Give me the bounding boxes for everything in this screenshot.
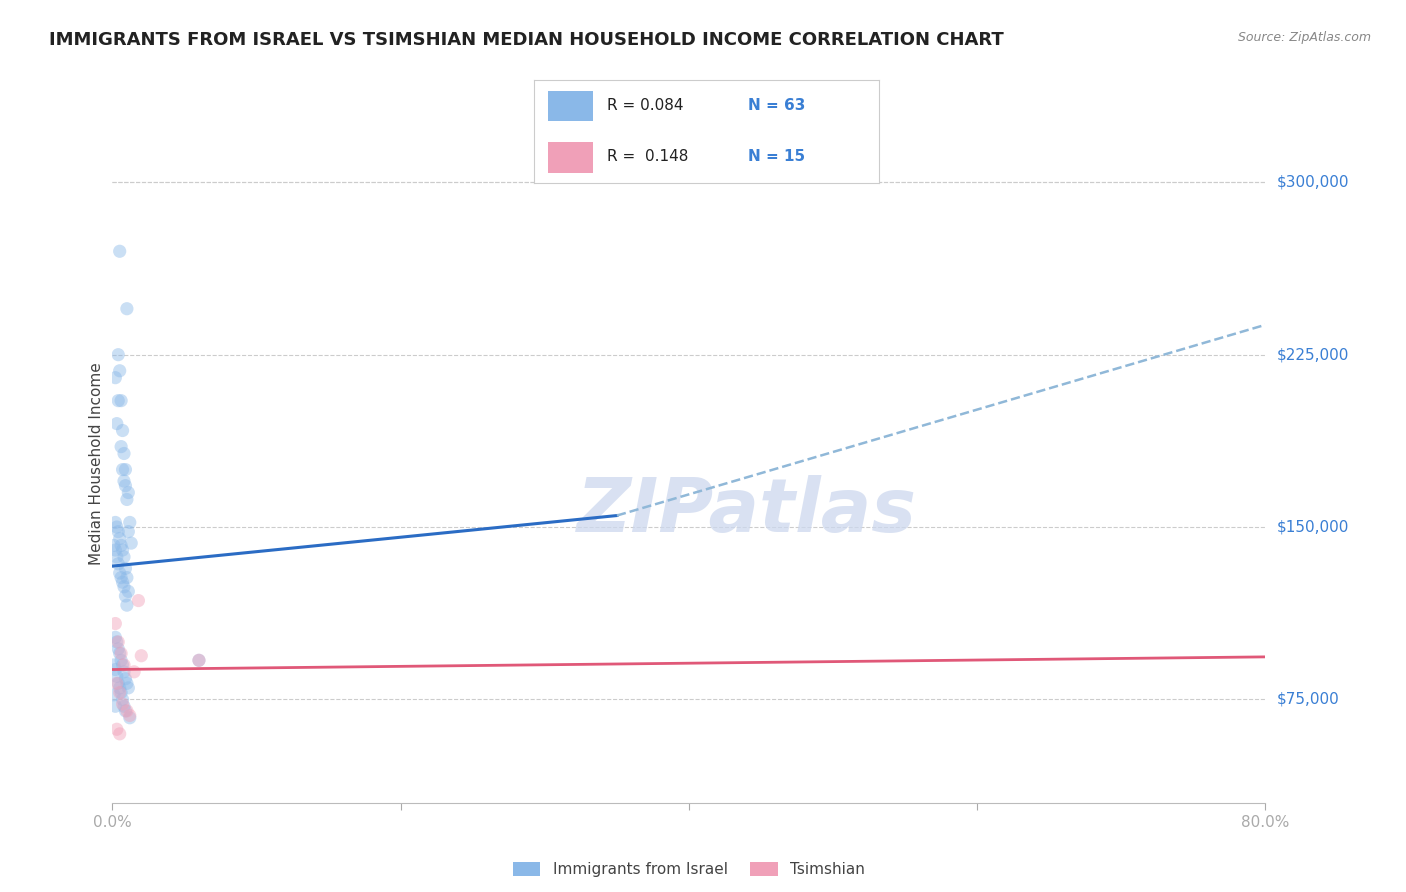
Point: [103, 538, 125, 552]
Point: [120, 536, 142, 550]
Text: R = 0.084: R = 0.084: [606, 98, 683, 113]
Point: [111, 697, 134, 711]
Text: $150,000: $150,000: [1277, 519, 1348, 534]
Point: [107, 641, 129, 656]
Text: $225,000: $225,000: [1277, 347, 1348, 362]
FancyBboxPatch shape: [548, 91, 593, 121]
Point: [108, 364, 131, 378]
Point: [114, 672, 136, 686]
Y-axis label: Median Household Income: Median Household Income: [89, 362, 104, 566]
Point: [188, 653, 211, 667]
Text: ZIPatlas: ZIPatlas: [576, 475, 917, 548]
Point: [112, 474, 135, 488]
Point: [107, 635, 129, 649]
Point: [127, 593, 149, 607]
Text: Source: ZipAtlas.com: Source: ZipAtlas.com: [1237, 31, 1371, 45]
Point: [112, 657, 135, 672]
Point: [103, 657, 125, 672]
Point: [104, 663, 127, 677]
Point: [111, 462, 134, 476]
Point: [114, 462, 136, 476]
Point: [107, 524, 129, 539]
Point: [118, 516, 141, 530]
Text: N = 15: N = 15: [748, 149, 806, 164]
Point: [108, 727, 131, 741]
Point: [104, 699, 127, 714]
Point: [111, 424, 134, 438]
Point: [112, 580, 135, 594]
Point: [114, 589, 136, 603]
Point: [110, 653, 132, 667]
Point: [115, 676, 138, 690]
Text: $75,000: $75,000: [1277, 692, 1340, 706]
Point: [105, 417, 128, 431]
Point: [104, 631, 127, 645]
Point: [115, 301, 138, 316]
Text: IMMIGRANTS FROM ISRAEL VS TSIMSHIAN MEDIAN HOUSEHOLD INCOME CORRELATION CHART: IMMIGRANTS FROM ISRAEL VS TSIMSHIAN MEDI…: [49, 31, 1004, 49]
Point: [117, 524, 139, 539]
Point: [108, 244, 131, 259]
Point: [110, 538, 132, 552]
Point: [103, 688, 125, 702]
Point: [107, 557, 129, 571]
Point: [105, 549, 128, 564]
Point: [105, 520, 128, 534]
Point: [112, 665, 135, 679]
Point: [108, 685, 131, 699]
Point: [104, 516, 127, 530]
Point: [110, 440, 132, 454]
Point: [114, 478, 136, 492]
Point: [118, 708, 141, 723]
Point: [115, 492, 138, 507]
Point: [111, 657, 134, 672]
Point: [110, 647, 132, 661]
Point: [117, 681, 139, 695]
Point: [110, 393, 132, 408]
Point: [107, 676, 129, 690]
Legend: Immigrants from Israel, Tsimshian: Immigrants from Israel, Tsimshian: [506, 856, 872, 883]
Point: [107, 393, 129, 408]
Point: [108, 681, 131, 695]
Point: [115, 598, 138, 612]
Point: [107, 348, 129, 362]
Point: [108, 566, 131, 580]
Text: N = 63: N = 63: [748, 98, 806, 113]
Point: [117, 584, 139, 599]
Point: [110, 571, 132, 585]
Point: [118, 711, 141, 725]
Point: [104, 543, 127, 558]
Text: $300,000: $300,000: [1277, 175, 1348, 190]
Point: [112, 446, 135, 460]
Point: [115, 704, 138, 718]
Point: [108, 532, 131, 546]
FancyBboxPatch shape: [548, 142, 593, 173]
Point: [105, 676, 128, 690]
Point: [122, 665, 145, 679]
Point: [108, 647, 131, 661]
Point: [117, 485, 139, 500]
Point: [112, 699, 135, 714]
Text: R =  0.148: R = 0.148: [606, 149, 688, 164]
Point: [111, 692, 134, 706]
Point: [115, 571, 138, 585]
Point: [188, 653, 211, 667]
Point: [105, 669, 128, 683]
Point: [129, 648, 153, 663]
Point: [111, 575, 134, 590]
Point: [104, 616, 127, 631]
Point: [111, 543, 134, 558]
Point: [104, 370, 127, 384]
Point: [105, 723, 128, 737]
Point: [114, 561, 136, 575]
Point: [110, 685, 132, 699]
Point: [105, 635, 128, 649]
Point: [112, 549, 135, 564]
Point: [114, 704, 136, 718]
